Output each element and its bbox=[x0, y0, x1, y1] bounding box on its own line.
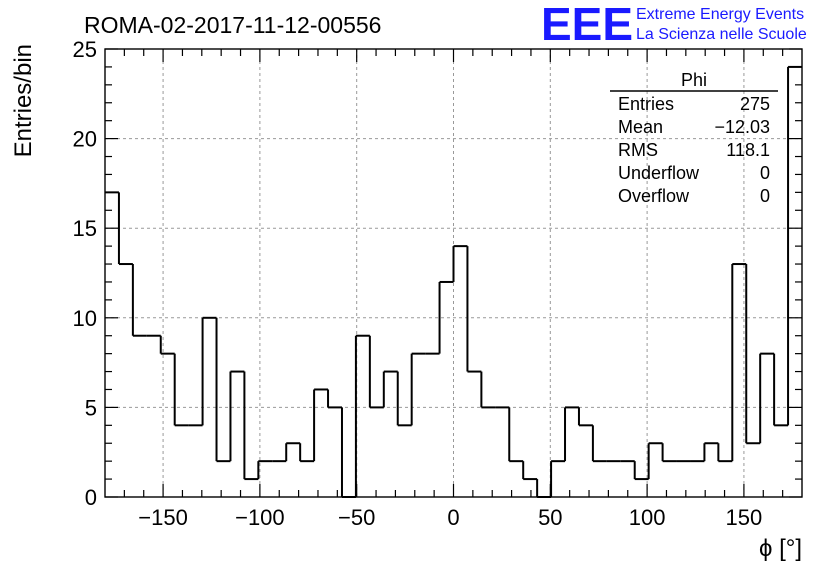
stats-row-label: Overflow bbox=[618, 186, 690, 206]
logo-line-2: La Scienza nelle Scuole bbox=[636, 26, 807, 43]
x-tick-label: 150 bbox=[726, 505, 763, 530]
stats-row-value: 118.1 bbox=[726, 140, 770, 160]
x-tick-label: 0 bbox=[447, 505, 459, 530]
stats-title: Phi bbox=[681, 70, 707, 90]
stats-row-value: 0 bbox=[760, 186, 770, 206]
y-axis-label: Entries/bin bbox=[10, 44, 37, 157]
x-tick-label: 50 bbox=[538, 505, 562, 530]
run-title: ROMA-02-2017-11-12-00556 bbox=[84, 12, 381, 38]
x-axis-label: ϕ [°] bbox=[759, 535, 802, 562]
logo-line-1: Extreme Energy Events bbox=[636, 6, 804, 23]
stats-box: Phi Entries 275 Mean −12.03 RMS 118.1 Underflo… bbox=[610, 70, 778, 206]
x-tick-label: −100 bbox=[235, 505, 285, 530]
y-tick-label: 20 bbox=[73, 127, 97, 152]
y-tick-label: 10 bbox=[73, 306, 97, 331]
tick-labels: −150 −100 −50 0 50 100 150 0 5 10 15 20 25 bbox=[73, 37, 763, 530]
y-tick-label: 0 bbox=[85, 485, 97, 510]
stats-row-value: 275 bbox=[740, 94, 770, 114]
stats-row-label: RMS bbox=[618, 140, 658, 160]
stats-row-value: 0 bbox=[760, 163, 770, 183]
x-tick-label: −50 bbox=[338, 505, 375, 530]
x-tick-label: 100 bbox=[629, 505, 666, 530]
y-tick-label: 15 bbox=[73, 216, 97, 241]
eee-logo: EEE bbox=[541, 0, 633, 50]
stats-row-value: −12.03 bbox=[714, 117, 770, 137]
stats-row-label: Underflow bbox=[618, 163, 700, 183]
x-tick-label: −150 bbox=[138, 505, 188, 530]
y-tick-label: 25 bbox=[73, 37, 97, 62]
histogram-bars bbox=[105, 65, 802, 498]
stats-row-label: Entries bbox=[618, 94, 674, 114]
axis-ticks bbox=[105, 48, 802, 498]
stats-row-label: Mean bbox=[618, 117, 663, 137]
y-tick-label: 5 bbox=[85, 395, 97, 420]
grid-lines bbox=[105, 49, 802, 497]
